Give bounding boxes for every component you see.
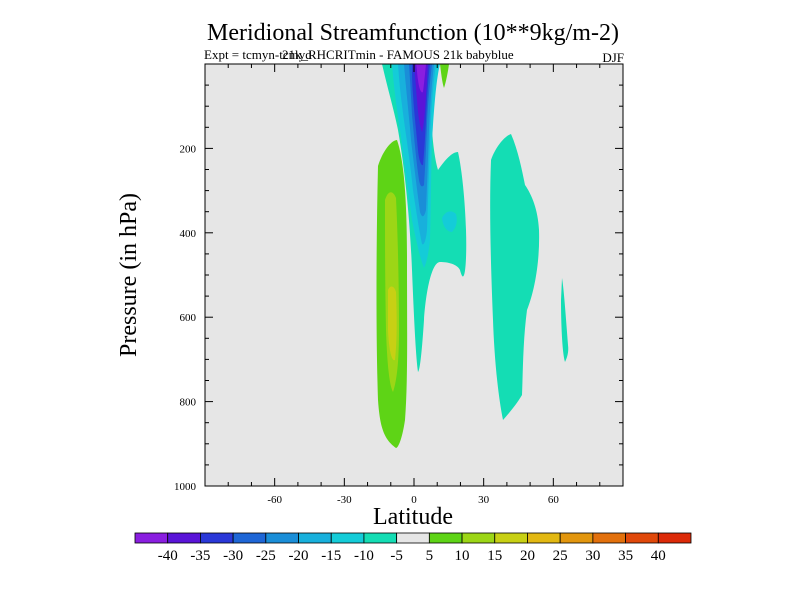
colorbar-label: 30 <box>585 548 600 564</box>
chart-title: Meridional Streamfunction (10**9kg/m-2) <box>207 20 619 46</box>
chart-subtitle-overprint: 21k_RHCRITmin - FAMOUS 21k babyblue <box>282 47 514 62</box>
negative-jet-6 <box>414 64 428 132</box>
y-axis-label: Pressure (in hPa) <box>116 193 142 357</box>
contour-fills <box>376 64 569 448</box>
y-tick-label: 800 <box>180 397 197 409</box>
colorbar-swatch <box>298 532 332 544</box>
colorbar-swatch <box>657 532 692 544</box>
colorbar-label: -30 <box>223 548 243 564</box>
colorbar-label: 35 <box>618 548 633 564</box>
positive-patch-top <box>440 64 449 88</box>
y-tick-label: 400 <box>180 228 197 240</box>
negative-cell-highlat <box>561 278 569 362</box>
colorbar-label: -5 <box>390 548 403 564</box>
colorbar-swatch <box>167 532 201 544</box>
colorbar-swatch <box>625 532 659 544</box>
colorbar-label: 10 <box>455 548 470 564</box>
colorbar-label: -20 <box>289 548 309 564</box>
colorbar-label: 25 <box>553 548 568 564</box>
colorbar-swatch <box>330 532 365 544</box>
colorbar-swatch <box>428 532 463 544</box>
colorbar-swatch <box>559 532 594 544</box>
x-tick-label: -60 <box>267 494 282 506</box>
chart-season: DJF <box>602 50 624 65</box>
x-axis-label: Latitude <box>373 504 453 530</box>
chart-subtitle-left: Expt = tcmyn-tcmyd <box>204 47 312 62</box>
colorbar-swatch <box>396 532 430 544</box>
colorbar-swatch <box>494 532 528 544</box>
colorbar-label: -25 <box>256 548 276 564</box>
colorbar-swatch <box>363 532 398 544</box>
axes: -60 -30 0 30 60 200 400 600 800 1000 <box>174 63 624 506</box>
colorbar-label: 15 <box>487 548 502 564</box>
x-tick-label: -30 <box>337 494 352 506</box>
x-tick-label: 60 <box>548 494 560 506</box>
y-tick-label: 1000 <box>174 481 197 493</box>
x-tick-label: 30 <box>478 494 490 506</box>
colorbar: -40 -35 -30 -25 -20 -15 -10 -5 5 10 15 20 25 30 35 40 <box>134 532 692 564</box>
y-tick-label: 600 <box>180 312 197 324</box>
colorbar-swatch <box>134 532 169 544</box>
colorbar-swatch <box>232 532 267 544</box>
negative-cell-bulge <box>442 211 457 232</box>
colorbar-label: -10 <box>354 548 374 564</box>
negative-jet-core <box>416 64 426 93</box>
colorbar-label: -15 <box>321 548 341 564</box>
x-tick-label: 0 <box>411 494 417 506</box>
colorbar-swatch <box>461 532 496 544</box>
colorbar-label: 40 <box>651 548 666 564</box>
colorbar-label: 20 <box>520 548 535 564</box>
negative-cell-midlat <box>490 134 540 420</box>
colorbar-swatch <box>592 532 626 544</box>
positive-cell-inner <box>388 286 397 361</box>
colorbar-swatch <box>527 532 561 544</box>
colorbar-swatch <box>200 532 234 544</box>
colorbar-label: -40 <box>158 548 178 564</box>
colorbar-label: -35 <box>190 548 210 564</box>
y-tick-label: 200 <box>180 143 197 155</box>
colorbar-swatch <box>265 532 299 544</box>
colorbar-label: 5 <box>426 548 434 564</box>
